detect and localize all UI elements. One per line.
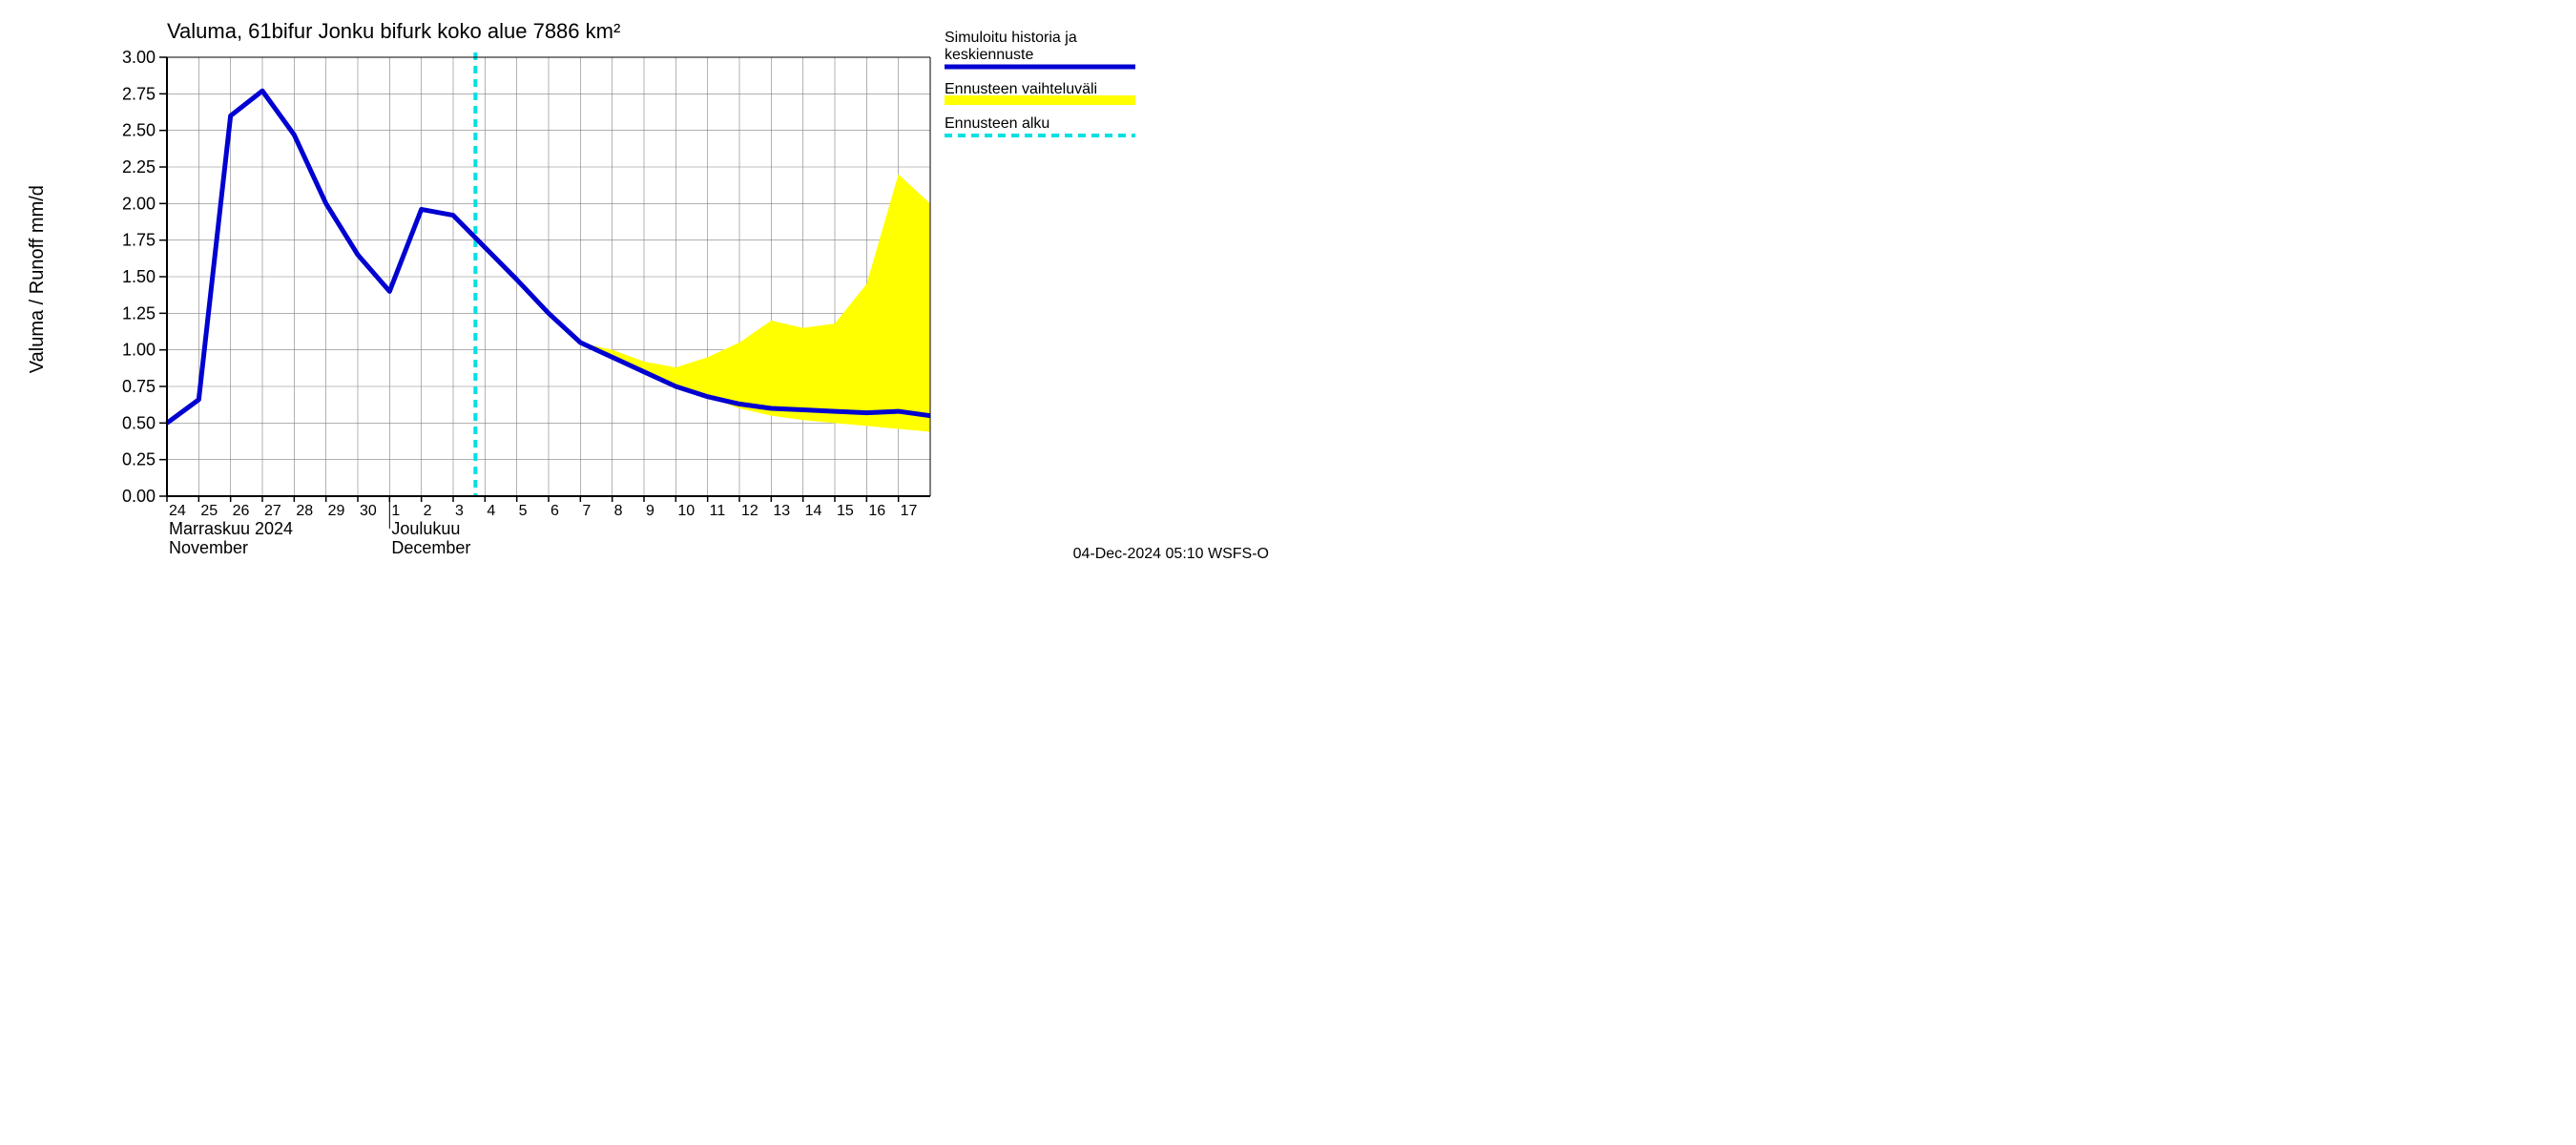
- x-month-en: December: [391, 538, 470, 557]
- ytick-label: 0.50: [122, 413, 156, 432]
- x-month-fi: Joulukuu: [391, 519, 460, 538]
- xtick-label: 10: [677, 503, 695, 519]
- xtick-label: 13: [773, 503, 790, 519]
- xtick-label: 30: [360, 503, 377, 519]
- legend-label: Ennusteen vaihteluväli: [945, 81, 1097, 97]
- xtick-label: 7: [582, 503, 591, 519]
- chart-title: Valuma, 61bifur Jonku bifurk koko alue 7…: [167, 19, 620, 43]
- xtick-label: 24: [169, 503, 186, 519]
- xtick-label: 4: [487, 503, 495, 519]
- xtick-label: 9: [646, 503, 654, 519]
- xtick-label: 1: [391, 503, 400, 519]
- xtick-label: 2: [424, 503, 432, 519]
- xtick-label: 3: [455, 503, 464, 519]
- ytick-label: 3.00: [122, 48, 156, 67]
- ytick-label: 2.50: [122, 121, 156, 140]
- ytick-label: 1.25: [122, 303, 156, 323]
- legend-swatch-fill: [945, 95, 1135, 105]
- ytick-label: 2.75: [122, 84, 156, 103]
- xtick-label: 5: [519, 503, 528, 519]
- legend-label: keskiennuste: [945, 47, 1033, 63]
- xtick-label: 17: [901, 503, 918, 519]
- ytick-label: 0.25: [122, 450, 156, 469]
- ytick-label: 1.75: [122, 231, 156, 250]
- ytick-label: 2.25: [122, 157, 156, 177]
- xtick-label: 14: [805, 503, 822, 519]
- xtick-label: 15: [837, 503, 854, 519]
- xtick-label: 16: [868, 503, 885, 519]
- xtick-label: 25: [200, 503, 218, 519]
- xtick-label: 26: [233, 503, 250, 519]
- x-month-fi: Marraskuu 2024: [169, 519, 293, 538]
- xtick-label: 8: [614, 503, 623, 519]
- ytick-label: 2.00: [122, 194, 156, 213]
- legend-label: Simuloitu historia ja: [945, 30, 1077, 46]
- ytick-label: 0.00: [122, 487, 156, 506]
- ytick-label: 1.50: [122, 267, 156, 286]
- xtick-label: 11: [710, 503, 726, 519]
- xtick-label: 29: [328, 503, 345, 519]
- ytick-label: 0.75: [122, 377, 156, 396]
- xtick-label: 28: [296, 503, 313, 519]
- legend-label: Ennusteen alku: [945, 115, 1049, 132]
- footer-timestamp: 04-Dec-2024 05:10 WSFS-O: [1073, 546, 1269, 562]
- ytick-label: 1.00: [122, 341, 156, 360]
- xtick-label: 27: [264, 503, 281, 519]
- xtick-label: 12: [741, 503, 758, 519]
- x-month-en: November: [169, 538, 248, 557]
- xtick-label: 6: [551, 503, 559, 519]
- y-axis-label: Valuma / Runoff mm/d: [27, 185, 48, 373]
